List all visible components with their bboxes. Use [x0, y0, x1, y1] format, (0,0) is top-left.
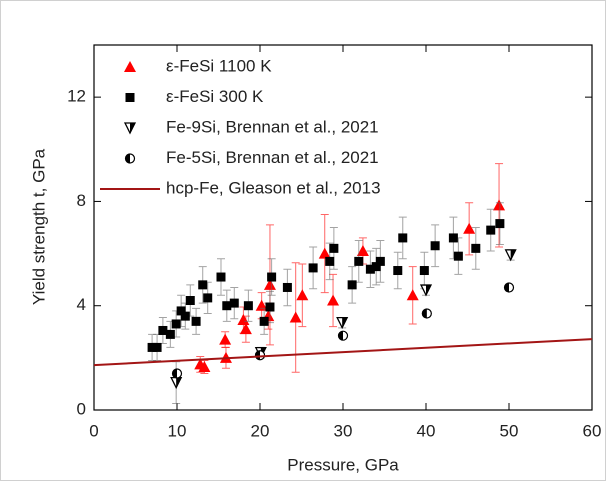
point	[308, 263, 318, 273]
point	[289, 311, 302, 323]
marker-fill	[176, 377, 182, 388]
point	[448, 233, 458, 243]
point	[216, 272, 226, 282]
legend-label: ε-FeSi 1100 K	[166, 56, 272, 75]
point	[471, 243, 481, 253]
point	[203, 293, 213, 303]
point	[222, 301, 232, 311]
point	[239, 323, 252, 335]
point	[398, 233, 408, 243]
y-axis-title: Yield strength t, GPa	[29, 148, 48, 305]
legend-label: hcp-Fe, Gleason et al., 2013	[166, 178, 381, 197]
point	[267, 272, 277, 282]
marker-fill	[125, 154, 130, 163]
point	[263, 278, 276, 290]
legend-label: Fe-9Si, Brennan et al., 2021	[166, 117, 379, 136]
x-tick-label: 30	[334, 421, 353, 440]
point	[282, 282, 292, 292]
point	[371, 262, 381, 272]
point	[171, 319, 181, 329]
point	[493, 199, 506, 211]
point	[219, 333, 232, 345]
point	[463, 222, 476, 234]
point	[265, 302, 275, 312]
x-axis-title: Pressure, GPa	[287, 455, 399, 474]
x-tick-label: 0	[89, 421, 98, 440]
marker-fill	[504, 282, 509, 292]
point	[453, 251, 463, 261]
point	[125, 93, 135, 102]
point	[318, 247, 331, 259]
point	[191, 316, 201, 326]
line	[93, 338, 593, 367]
point	[243, 301, 253, 311]
y-tick-label: 8	[77, 191, 86, 210]
point	[347, 280, 357, 290]
legend-label: Fe-5Si, Brennan et al., 2021	[166, 148, 379, 167]
point	[365, 264, 375, 274]
point	[430, 241, 440, 251]
y-tick-label: 0	[77, 399, 86, 418]
point	[152, 342, 162, 352]
marker-fill	[130, 123, 135, 133]
point	[329, 243, 339, 253]
x-tick-label: 20	[251, 421, 270, 440]
point	[327, 294, 340, 306]
point	[259, 316, 269, 326]
point	[198, 360, 211, 372]
marker-fill	[422, 309, 427, 319]
point	[325, 256, 335, 266]
point	[296, 289, 309, 301]
point	[354, 256, 364, 266]
point	[124, 61, 136, 72]
point	[375, 256, 385, 266]
point	[176, 306, 186, 316]
point	[185, 296, 195, 305]
point	[198, 280, 208, 290]
marker-fill	[426, 285, 431, 296]
x-tick-label: 40	[417, 421, 436, 440]
marker-fill	[342, 317, 348, 328]
legend-label: ε-FeSi 300 K	[166, 87, 264, 106]
point	[147, 342, 157, 352]
x-tick-label: 60	[583, 421, 602, 440]
point	[419, 266, 429, 276]
marker-fill	[172, 369, 177, 378]
point	[486, 225, 496, 235]
point	[158, 325, 168, 335]
point	[495, 219, 505, 229]
y-tick-label: 4	[77, 295, 86, 314]
point	[406, 289, 419, 301]
x-tick-label: 50	[500, 421, 519, 440]
x-tick-label: 10	[168, 421, 187, 440]
y-tick-label: 12	[67, 87, 86, 106]
point	[180, 311, 190, 321]
marker-fill	[510, 249, 516, 260]
point	[393, 266, 403, 276]
point	[229, 298, 239, 308]
marker-fill	[338, 331, 343, 341]
point	[165, 329, 175, 339]
point	[237, 314, 250, 326]
point	[356, 244, 369, 256]
